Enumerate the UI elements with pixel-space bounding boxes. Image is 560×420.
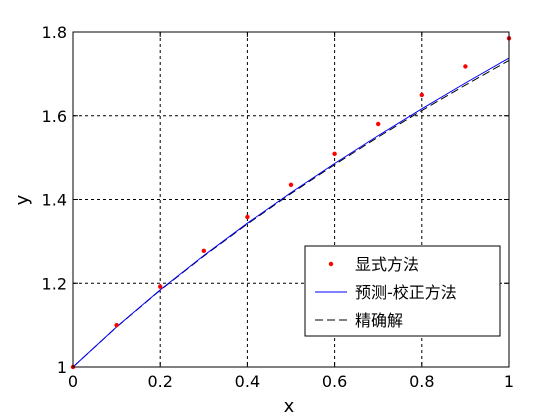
ticks [72, 31, 510, 368]
predictor-corrector-line [72, 57, 510, 368]
explicit-method-point [376, 121, 381, 127]
explicit-method-point [201, 248, 206, 254]
y-tick-label: 1.2 [42, 274, 67, 293]
explicit-method-point [114, 322, 119, 328]
legend-entry-predictor-corrector: 预测-校正方法 [355, 283, 457, 302]
explicit-method-point [288, 182, 294, 188]
tick-labels: 0 0.2 0.4 0.6 0.8 1 1 1.2 1.4 1.6 1.8 [42, 23, 515, 391]
y-axis-label: y [12, 194, 33, 205]
legend-entry-explicit-method: 显式方法 [355, 255, 419, 274]
x-tick-label: 0.6 [322, 372, 347, 391]
x-tick-label: 0.8 [409, 372, 434, 391]
legend-box [304, 245, 501, 337]
explicit-method-point [419, 92, 424, 98]
y-tick-label: 1 [57, 358, 67, 377]
explicit-method-point [332, 151, 337, 157]
x-axis-label: x [284, 396, 295, 417]
explicit-method-point [158, 284, 163, 289]
y-tick-label: 1.8 [42, 23, 67, 42]
x-tick-label: 1 [504, 372, 514, 391]
grid [73, 32, 509, 367]
x-tick-label: 0.2 [147, 372, 172, 391]
series-layer [70, 36, 512, 370]
legend-entry-exact-solution: 精确解 [355, 311, 403, 330]
explicit-method-point [463, 64, 468, 69]
x-tick-label: 0.4 [235, 372, 260, 391]
legend-marker [328, 261, 334, 267]
y-tick-label: 1.6 [42, 107, 67, 126]
y-tick-label: 1.4 [42, 191, 67, 210]
explicit-method-point [245, 214, 250, 220]
x-tick-label: 0 [68, 372, 78, 391]
